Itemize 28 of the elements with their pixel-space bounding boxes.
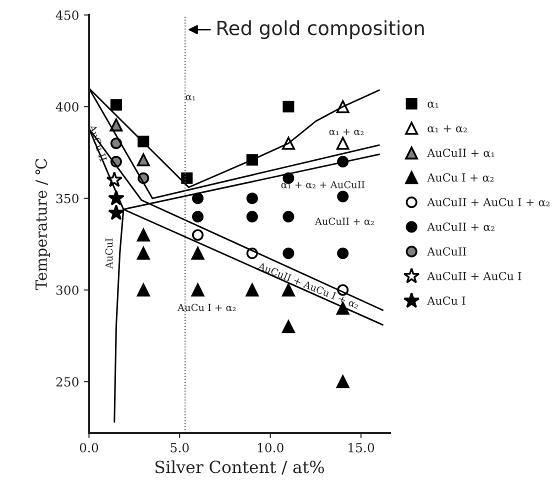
y-tick-label: 250 xyxy=(56,377,78,387)
annotation: Red gold composition xyxy=(218,20,424,40)
annotation: α₁ + α₂ + AuCuII xyxy=(281,180,364,188)
y-axis-title: Temperature / ℃ xyxy=(35,158,50,290)
annotation: α₁ + α₂ xyxy=(329,128,364,136)
legend-label: AuCuII + α₂ xyxy=(427,222,494,231)
annotation: AuCuII + α₂ xyxy=(314,218,374,225)
annotation: α₁ xyxy=(186,95,196,100)
y-tick-label: 400 xyxy=(56,102,78,112)
legend-label: AuCuII + α₁ xyxy=(427,148,494,158)
legend-label: α₁ + α₂ xyxy=(428,125,467,132)
y-tick-label: 350 xyxy=(56,194,78,204)
x-tick-label: 15.0 xyxy=(348,442,374,452)
legend-label: α₁ xyxy=(428,102,438,108)
y-tick-label: 300 xyxy=(56,285,78,295)
annotation: AuCuI xyxy=(105,238,113,269)
x-tick-label: 0.0 xyxy=(80,442,98,452)
legend-label: AuCuII + AuCu I xyxy=(427,272,522,280)
x-tick-label: 10.0 xyxy=(258,442,284,452)
legend-label: AuCuII xyxy=(427,247,466,256)
y-tick-label: 450 xyxy=(56,10,78,20)
legend-label: AuCu I + α₂ xyxy=(427,173,494,182)
annotation: AuCu I + α₂ xyxy=(177,304,236,312)
legend-label: AuCuII + AuCu I + α₂ xyxy=(427,198,550,206)
x-axis-title: Silver Content / at% xyxy=(155,460,324,475)
annotation: AuCu II xyxy=(88,124,108,162)
x-tick-label: 5.0 xyxy=(170,442,189,452)
legend-label: AuCu I xyxy=(427,296,466,305)
